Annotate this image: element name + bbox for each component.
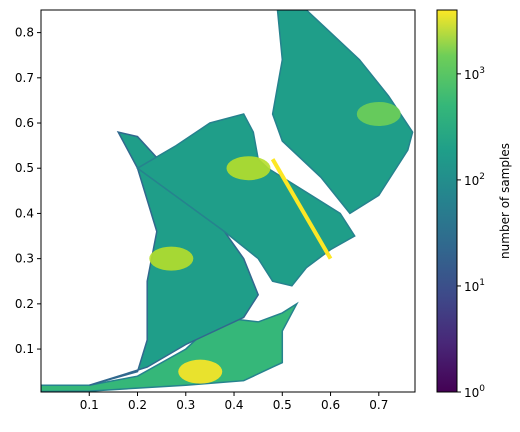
heatmap-region-middle-fan [136, 113, 356, 287]
x-tick-label: 0.4 [224, 398, 243, 412]
x-tick-label: 0.2 [128, 398, 147, 412]
y-tick-label: 0.6 [15, 116, 34, 130]
x-tick-label: 0.6 [321, 398, 340, 412]
colorbar-label: number of samples [498, 143, 512, 259]
colorbar-axis: 100 101 102 103 [457, 66, 485, 400]
y-tick-label: 0.3 [15, 252, 34, 266]
heatmap-ridge [270, 158, 333, 260]
heatmap-hotspot-right-peak [356, 101, 401, 126]
x-tick-label: 0.5 [273, 398, 292, 412]
heatmap-hotspot-bottom-peak [178, 359, 223, 384]
y-tick-label: 0.4 [15, 206, 34, 220]
heatmap-region-bottom-band [41, 301, 299, 392]
heatmap-layer [41, 10, 414, 392]
colorbar-tick-label: 103 [464, 66, 485, 82]
x-tick-label: 0.1 [80, 398, 99, 412]
colorbar-tick-label: 102 [464, 172, 485, 188]
x-axis: 0.1 0.2 0.3 0.4 0.5 0.6 0.7 [80, 392, 388, 412]
x-tick-label: 0.7 [369, 398, 388, 412]
plot-frame [40, 9, 416, 393]
y-tick-label: 0.1 [15, 342, 34, 356]
heatmap-region-upper-right-lobe [271, 10, 414, 215]
colorbar-tick-label: 100 [464, 384, 485, 400]
colorbar [436, 9, 458, 393]
y-tick-label: 0.5 [15, 161, 34, 175]
x-tick-label: 0.3 [176, 398, 195, 412]
heatmap-hotspot-mid-peak [226, 156, 271, 181]
y-tick-label: 0.7 [15, 71, 34, 85]
y-tick-label: 0.8 [15, 26, 34, 40]
heatmap-hotspot-left-peak [149, 246, 194, 271]
colorbar-tick-label: 101 [464, 278, 485, 294]
y-axis: 0.1 0.2 0.3 0.4 0.5 0.6 0.7 0.8 [15, 26, 41, 356]
y-tick-label: 0.2 [15, 297, 34, 311]
